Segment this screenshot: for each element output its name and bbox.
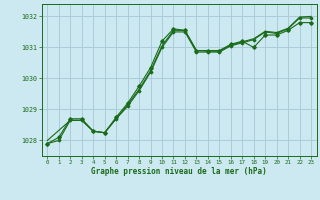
X-axis label: Graphe pression niveau de la mer (hPa): Graphe pression niveau de la mer (hPa) <box>91 167 267 176</box>
